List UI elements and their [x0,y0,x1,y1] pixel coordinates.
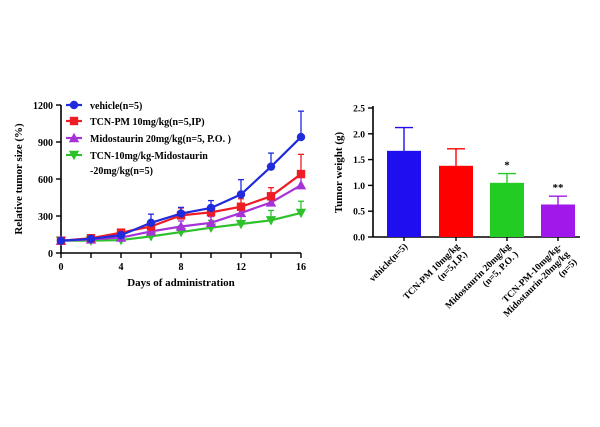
legend: vehicle(n=5) TCN-PM 10mg/kg(n=5,IP) Midost… [66,100,231,177]
data-point [235,219,247,230]
legend-marker [69,100,79,110]
data-point [265,197,277,207]
y-tick-label: 2.0 [353,130,365,140]
bar [490,182,524,237]
data-point [295,208,307,219]
bar [439,165,473,237]
y-axis-label: Tumor weight (g) [333,132,345,214]
data-point [236,190,246,199]
data-point [56,236,66,245]
category-label: vehicle(n=5) [367,241,410,284]
data-point [236,202,246,211]
line-chart: 0 300 600 900 1200 0 4 8 12 16 Days of administrat… [13,100,307,289]
data-point [266,162,276,171]
data-point [205,217,217,227]
data-point [175,221,187,231]
data-point [86,234,96,244]
x-tick-label: 12 [236,262,246,273]
data-point [235,207,247,218]
x-tick-label: 4 [119,262,124,273]
data-point [296,132,306,142]
data-point [145,226,157,236]
legend-label: TCN-10mg/kg-Midostaurin [90,151,208,162]
data-point [206,203,216,213]
significance-label: * [504,160,510,172]
y-tick-label: 0.0 [353,234,365,244]
y-tick-label: 900 [38,138,53,149]
y-tick-label: 600 [38,175,53,186]
legend-label: -20mg/kg(n=5) [90,166,153,177]
significance-label: ** [553,182,565,194]
y-tick-label: 2.5 [353,105,365,115]
legend-marker [68,150,80,161]
bar-chart: 0.0 0.5 1.0 1.5 2.0 2.5 Tumor weight (g) vehicl… [333,105,580,320]
data-point [146,218,156,227]
data-point [295,179,307,190]
y-tick-label: 1.0 [353,182,365,192]
x-axis-label: Days of administration [127,277,235,289]
y-tick-label: 1200 [33,101,53,112]
data-point [265,216,277,226]
y-tick-label: 1.5 [353,156,365,166]
legend-marker [68,132,80,143]
data-point [116,230,126,240]
data-point [206,208,216,217]
legend-label: TCN-PM 10mg/kg(n=5,IP) [90,117,205,128]
y-tick-label: 0.5 [353,208,365,218]
data-point [266,192,276,201]
bar [541,204,575,237]
x-tick-label: 0 [59,262,64,273]
y-tick-label: 0 [48,249,53,260]
y-tick-label: 300 [38,212,53,223]
series-0 [56,110,306,245]
x-tick-label: 16 [296,262,306,273]
data-point [296,169,306,179]
legend-label: vehicle(n=5) [90,101,142,112]
bar [387,150,421,237]
y-axis-label: Relative tumor size (%) [13,123,25,235]
legend-label: Midostaurin 20mg/kg(n=5, P.O. ) [90,134,231,145]
x-tick-label: 8 [179,262,184,273]
data-point [176,209,186,218]
legend-marker [69,116,79,126]
